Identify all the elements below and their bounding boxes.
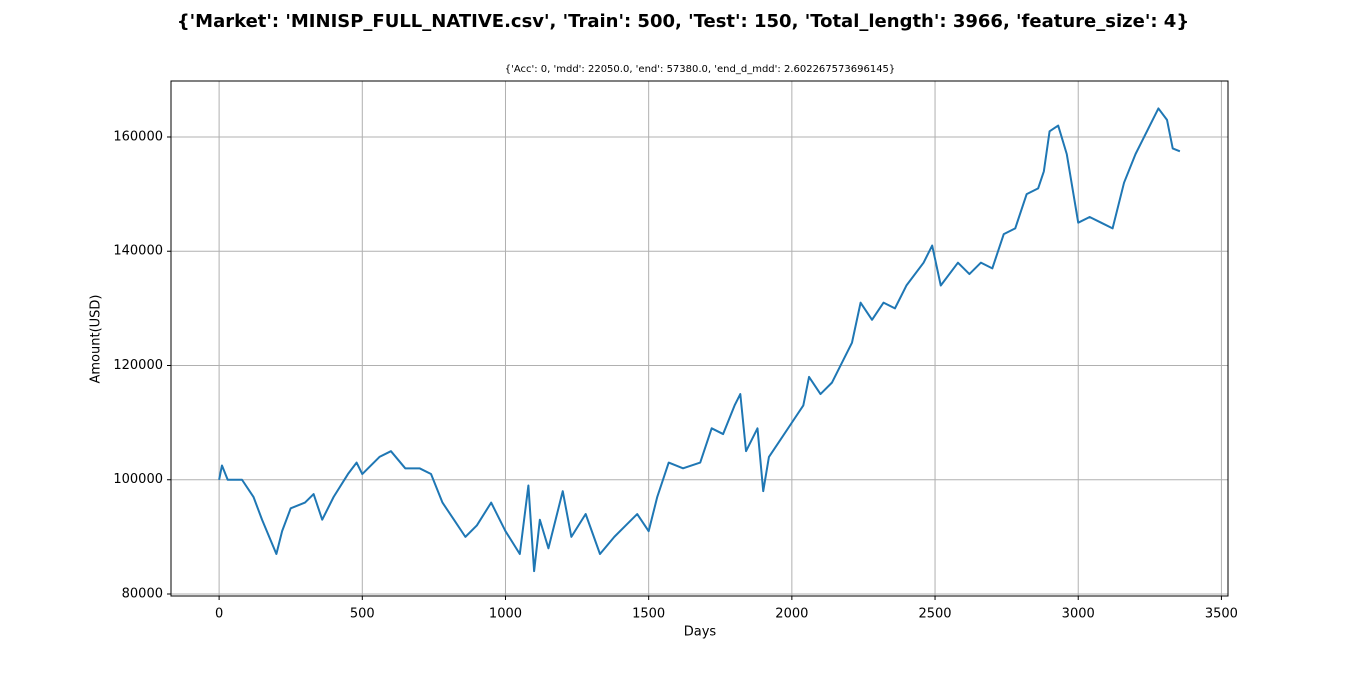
y-tick-label: 100000	[113, 472, 163, 487]
x-tick-label: 3500	[1205, 607, 1238, 622]
x-tick-label: 2000	[775, 607, 808, 622]
x-axis-label: Days	[684, 625, 717, 640]
plot-frame	[170, 80, 1229, 597]
chart-subtitle: {'Acc': 0, 'mdd': 22050.0, 'end': 57380.…	[505, 64, 896, 75]
y-tick-label: 120000	[113, 358, 163, 373]
x-tick-label: 500	[350, 607, 375, 622]
x-tick-label: 1000	[489, 607, 522, 622]
y-tick-label: 80000	[122, 587, 163, 602]
y-axis-label: Amount(USD)	[89, 294, 104, 383]
line-series	[218, 107, 1181, 573]
chart-title: {'Market': 'MINISP_FULL_NATIVE.csv', 'Tr…	[177, 11, 1189, 32]
x-tick-label: 3000	[1062, 607, 1095, 622]
y-tick-label: 140000	[113, 244, 163, 259]
y-tick-label: 160000	[113, 129, 163, 144]
x-tick-label: 2500	[918, 607, 951, 622]
x-tick-label: 0	[215, 607, 223, 622]
x-tick-label: 1500	[632, 607, 665, 622]
